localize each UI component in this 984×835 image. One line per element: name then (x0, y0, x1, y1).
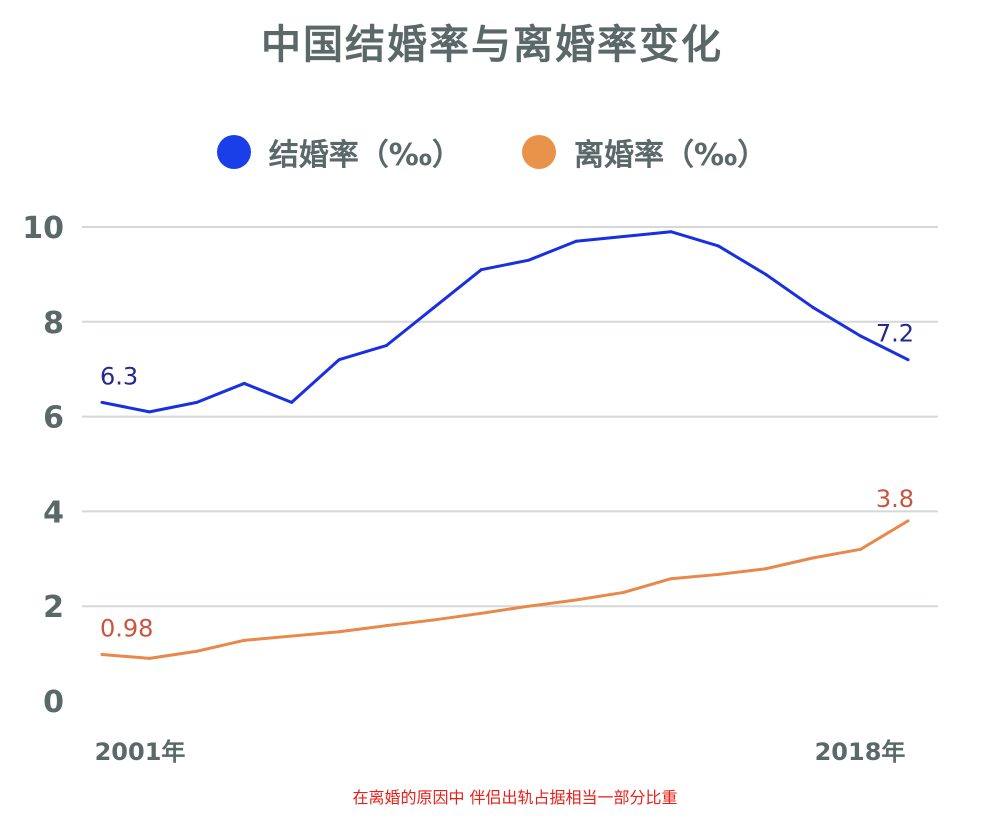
data-point (622, 234, 626, 238)
data-point (195, 649, 199, 653)
data-label-start: 0.98 (100, 615, 153, 643)
data-point (716, 244, 720, 248)
data-label-start: 6.3 (100, 362, 138, 390)
data-label-end: 7.2 (876, 320, 914, 348)
y-tick-label: 6 (43, 401, 64, 436)
data-point (574, 239, 578, 243)
data-point (716, 572, 720, 576)
data-point (290, 634, 294, 638)
data-point (527, 258, 531, 262)
data-point (764, 567, 768, 571)
legend-item-marriage: 结婚率（‰） (216, 130, 462, 174)
data-point (242, 381, 246, 385)
data-point (479, 611, 483, 615)
data-point (432, 618, 436, 622)
y-tick-label: 8 (43, 306, 64, 341)
data-point (290, 400, 294, 404)
x-tick-label: 2018年 (815, 738, 906, 766)
x-tick-label: 2001年 (95, 738, 186, 766)
legend-marker-divorce (522, 135, 556, 169)
data-point (432, 306, 436, 310)
data-point (337, 630, 341, 634)
data-point (811, 556, 815, 560)
legend-label-marriage: 结婚率（‰） (268, 138, 462, 173)
data-point (479, 268, 483, 272)
data-point (147, 656, 151, 660)
data-point (195, 400, 199, 404)
data-point (906, 358, 910, 362)
legend-marker-marriage (216, 135, 251, 169)
data-point (764, 272, 768, 276)
caption: 在离婚的原因中 伴侣出轨占据相当一部分比重 (352, 788, 678, 807)
data-point (859, 334, 863, 338)
y-tick-label: 4 (43, 495, 64, 530)
data-point (622, 590, 626, 594)
data-point (574, 598, 578, 602)
legend-label-divorce: 离婚率（‰） (574, 138, 768, 173)
data-point (337, 358, 341, 362)
data-point (906, 519, 910, 523)
data-point (147, 410, 151, 414)
data-point (384, 624, 388, 628)
chart-title: 中国结婚率与离婚率变化 (261, 22, 723, 68)
data-point (811, 306, 815, 310)
data-point (669, 230, 673, 234)
data-point (384, 344, 388, 347)
data-point (669, 577, 673, 581)
data-point (242, 638, 246, 642)
data-point (100, 400, 104, 404)
legend: 结婚率（‰） 离婚率（‰） (0, 130, 984, 174)
legend-item-divorce: 离婚率（‰） (522, 130, 767, 174)
data-point (859, 547, 863, 551)
y-tick-label: 10 (22, 211, 64, 246)
data-point (100, 653, 104, 657)
y-tick-label: 0 (43, 685, 64, 720)
series-line-divorce (101, 519, 909, 660)
series-line-marriage (101, 230, 909, 414)
data-point (527, 604, 531, 608)
data-label-end: 3.8 (876, 485, 914, 513)
y-tick-label: 2 (43, 590, 64, 625)
